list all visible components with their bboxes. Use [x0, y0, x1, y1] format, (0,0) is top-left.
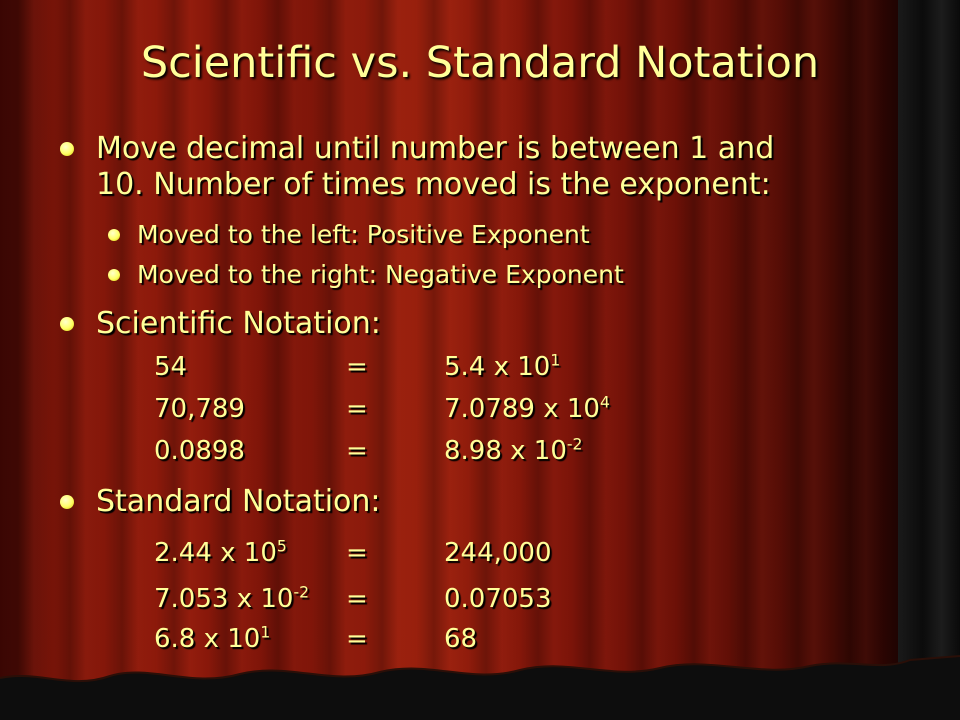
- scientific-row: 54 = 5.4 x 101: [154, 352, 854, 386]
- row-scientific: 8.98 x 10-2: [444, 436, 582, 466]
- row-exponent: 5: [276, 537, 287, 556]
- row-equals: =: [346, 352, 368, 382]
- row-exponent: -2: [566, 435, 583, 454]
- row-number: 0.0898: [154, 436, 245, 466]
- row-scientific: 5.4 x 101: [444, 352, 560, 382]
- standard-row: 6.8 x 101 = 68: [154, 624, 854, 658]
- row-base: 7.053 x 10: [154, 584, 294, 614]
- row-base: 6.8 x 10: [154, 624, 261, 654]
- row-scientific: 6.8 x 101: [154, 624, 270, 654]
- scientific-row: 70,789 = 7.0789 x 104: [154, 394, 854, 428]
- row-equals: =: [346, 538, 368, 568]
- standard-row: 2.44 x 105 = 244,000: [154, 538, 854, 572]
- row-number: 54: [154, 352, 188, 382]
- row-equals: =: [346, 394, 368, 424]
- scientific-row: 0.0898 = 8.98 x 10-2: [154, 436, 854, 470]
- row-equals: =: [346, 436, 368, 466]
- sub-bullet-dot: [108, 269, 120, 281]
- bullet-dot: [60, 317, 74, 331]
- move-decimal-text-line1: Move decimal until number is between 1 a…: [96, 131, 775, 166]
- moved-right-text: Moved to the right: Negative Exponent: [137, 260, 624, 289]
- standard-heading: Standard Notation:: [96, 484, 381, 519]
- moved-left-text: Moved to the left: Positive Exponent: [137, 220, 590, 249]
- row-number: 70,789: [154, 394, 245, 424]
- slide-title: Scientific vs. Standard Notation: [140, 38, 820, 88]
- row-equals: =: [346, 624, 368, 654]
- row-base: 7.0789 x 10: [444, 394, 600, 424]
- scientific-heading: Scientific Notation:: [96, 306, 381, 341]
- row-exponent: 1: [550, 351, 561, 370]
- row-exponent: 1: [260, 623, 271, 642]
- dark-curtain-edge: [898, 0, 960, 720]
- sub-bullet-dot: [108, 229, 120, 241]
- standard-row: 7.053 x 10-2 = 0.07053: [154, 584, 854, 618]
- row-base: 5.4 x 10: [444, 352, 551, 382]
- row-scientific: 2.44 x 105: [154, 538, 287, 568]
- row-base: 8.98 x 10: [444, 436, 567, 466]
- stage-floor: [0, 655, 960, 720]
- row-base: 2.44 x 10: [154, 538, 277, 568]
- row-exponent: 4: [599, 393, 610, 412]
- row-scientific: 7.053 x 10-2: [154, 584, 309, 614]
- row-number: 0.07053: [444, 584, 552, 614]
- row-number: 68: [444, 624, 478, 654]
- bullet-dot: [60, 495, 74, 509]
- row-scientific: 7.0789 x 104: [444, 394, 610, 424]
- row-exponent: -2: [293, 583, 309, 602]
- row-number: 244,000: [444, 538, 552, 568]
- bullet-dot: [60, 142, 74, 156]
- row-equals: =: [346, 584, 368, 614]
- move-decimal-text-line2: 10. Number of times moved is the exponen…: [96, 167, 771, 202]
